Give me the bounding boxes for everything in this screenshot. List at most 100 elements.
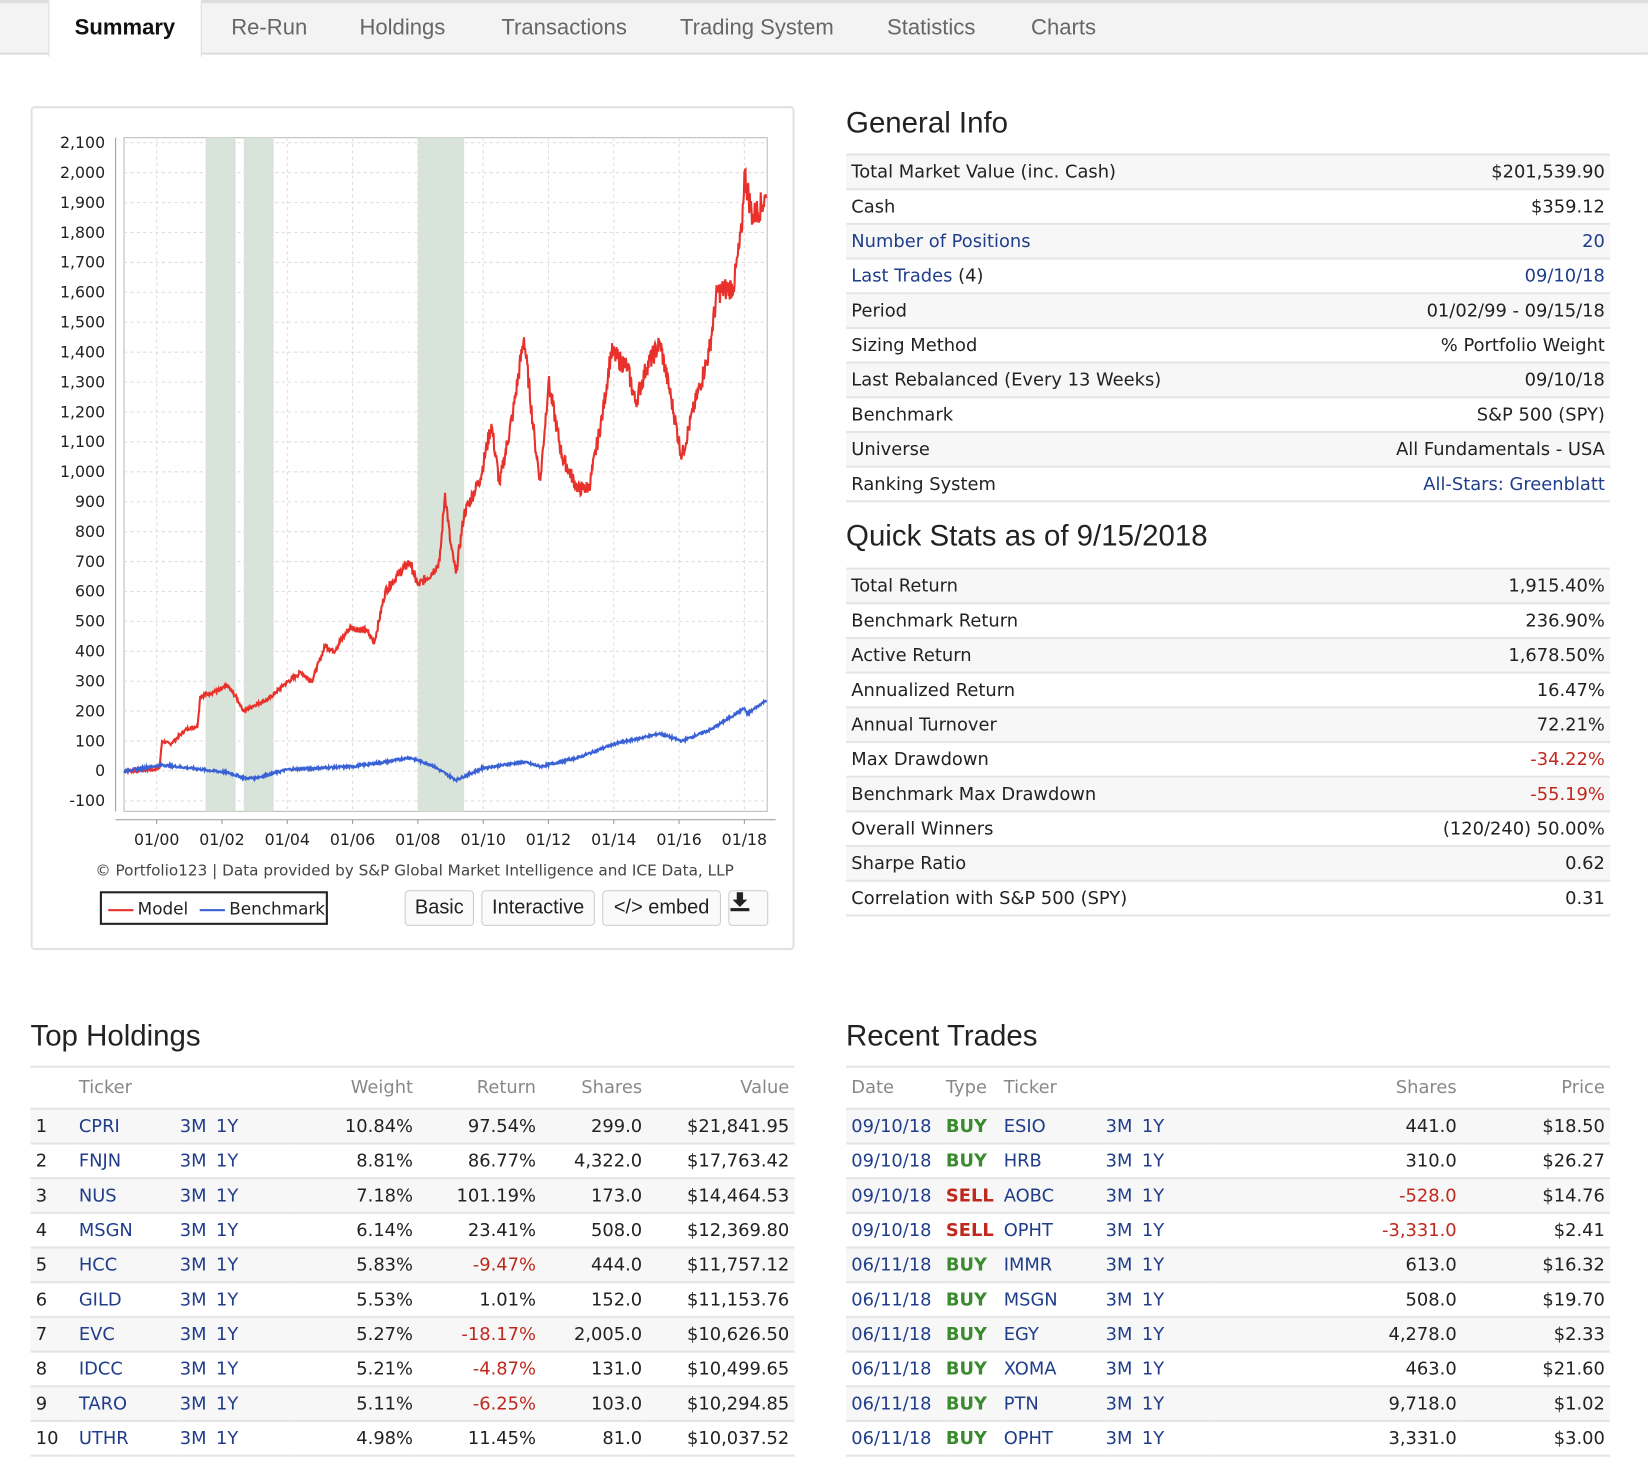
3m-link[interactable]: 3M [179,1427,207,1449]
3m-link[interactable]: 3M [1105,1254,1133,1276]
3m-link[interactable]: 3M [1105,1115,1133,1137]
row-value[interactable]: 09/10/18 [1524,265,1605,287]
holding-row: 2 FNJN 3M 1Y 8.81% 86.77% 4,322.0 $17,763.42 [30,1143,795,1180]
weight: 5.83% [295,1247,414,1284]
ticker-link[interactable]: HCC [78,1247,180,1284]
row-label: Active Return [851,644,972,666]
ticker-link[interactable]: MSGN [1003,1282,1106,1318]
basic-button[interactable]: Basic [404,890,475,926]
3m-link[interactable]: 3M [179,1115,207,1137]
row-value[interactable]: 20 [1582,230,1605,252]
return: -6.25% [413,1386,537,1423]
trade-date-link[interactable]: 06/11/18 [846,1386,946,1423]
3m-link[interactable]: 3M [179,1289,207,1311]
3m-link[interactable]: 3M [179,1393,207,1415]
ticker-link[interactable]: PTN [1003,1386,1106,1423]
1y-link[interactable]: 1Y [215,1427,239,1449]
download-button[interactable] [728,890,769,926]
row-label-wrap: Benchmark Return [851,610,1018,631]
tab-re-run[interactable]: Re-Run [231,15,308,40]
1y-link[interactable]: 1Y [1141,1150,1165,1172]
row-label[interactable]: Last Trades [851,265,953,287]
ticker-link[interactable]: NUS [78,1178,180,1214]
1y-link[interactable]: 1Y [1141,1115,1165,1137]
ticker-link[interactable]: TARO [78,1386,180,1423]
ticker-link[interactable]: GILD [78,1282,180,1318]
chart-links: 3M 1Y [1105,1282,1211,1318]
row-label[interactable]: Number of Positions [851,230,1031,252]
1y-link[interactable]: 1Y [215,1254,239,1276]
3m-link[interactable]: 3M [179,1219,207,1241]
info-row: Sizing Method % Portfolio Weight [846,329,1611,364]
ticker-link[interactable]: CPRI [78,1108,180,1145]
shares: 131.0 [536,1351,643,1388]
ticker-link[interactable]: MSGN [78,1212,180,1249]
1y-link[interactable]: 1Y [215,1219,239,1241]
1y-link[interactable]: 1Y [1141,1254,1165,1276]
tab-trading-system[interactable]: Trading System [679,15,834,40]
trade-date-link[interactable]: 09/10/18 [846,1108,946,1145]
ticker-link[interactable]: FNJN [78,1143,180,1180]
tab-summary[interactable]: Summary [48,0,202,57]
ticker-link[interactable]: OPHT [1003,1420,1106,1457]
1y-link[interactable]: 1Y [215,1289,239,1311]
ticker-link[interactable]: ESIO [1003,1108,1106,1145]
3m-link[interactable]: 3M [179,1150,207,1172]
1y-link[interactable]: 1Y [1141,1185,1165,1207]
1y-link[interactable]: 1Y [215,1115,239,1137]
ticker-link[interactable]: EGY [1003,1316,1106,1353]
trade-date-link[interactable]: 06/11/18 [846,1247,946,1284]
1y-link[interactable]: 1Y [215,1185,239,1207]
tab-charts[interactable]: Charts [1031,15,1097,40]
y-tick-label: 1,900 [60,193,105,212]
trade-date-link[interactable]: 06/11/18 [846,1316,946,1353]
3m-link[interactable]: 3M [179,1254,207,1276]
row-value[interactable]: All-Stars: Greenblatt [1423,473,1605,495]
trade-date-link[interactable]: 06/11/18 [846,1351,946,1388]
3m-link[interactable]: 3M [1105,1150,1133,1172]
trade-date-link[interactable]: 09/10/18 [846,1143,946,1180]
3m-link[interactable]: 3M [179,1323,207,1345]
1y-link[interactable]: 1Y [1141,1358,1165,1380]
3m-link[interactable]: 3M [1105,1185,1133,1207]
ticker-link[interactable]: IMMR [1003,1247,1106,1284]
ticker-link[interactable]: HRB [1003,1143,1106,1180]
1y-link[interactable]: 1Y [215,1358,239,1380]
embed-button[interactable]: </> embed [602,890,721,926]
1y-link[interactable]: 1Y [215,1150,239,1172]
trade-date-link[interactable]: 09/10/18 [846,1178,946,1214]
ticker-link[interactable]: OPHT [1003,1212,1106,1249]
1y-link[interactable]: 1Y [1141,1427,1165,1449]
1y-link[interactable]: 1Y [215,1323,239,1345]
1y-link[interactable]: 1Y [1141,1393,1165,1415]
y-tick-label: 1,600 [60,283,105,302]
1y-link[interactable]: 1Y [1141,1323,1165,1345]
tab-holdings[interactable]: Holdings [359,15,446,40]
3m-link[interactable]: 3M [1105,1219,1133,1241]
trade-date-link[interactable]: 09/10/18 [846,1212,946,1249]
ticker-link[interactable]: AOBC [1003,1178,1106,1214]
1y-link[interactable]: 1Y [1141,1289,1165,1311]
3m-link[interactable]: 3M [1105,1427,1133,1449]
row-value: 0.31 [1565,887,1605,909]
3m-link[interactable]: 3M [1105,1289,1133,1311]
ticker-link[interactable]: EVC [78,1316,180,1353]
y-tick-label: 200 [75,701,105,720]
trade-date-link[interactable]: 06/11/18 [846,1282,946,1318]
3m-link[interactable]: 3M [179,1358,207,1380]
3m-link[interactable]: 3M [179,1185,207,1207]
tab-statistics[interactable]: Statistics [887,15,976,40]
tab-transactions[interactable]: Transactions [501,15,627,40]
ticker-link[interactable]: IDCC [78,1351,180,1388]
row-value: % Portfolio Weight [1440,334,1605,356]
trade-date-link[interactable]: 06/11/18 [846,1420,946,1457]
3m-link[interactable]: 3M [1105,1358,1133,1380]
trade-type: BUY [945,1143,1004,1180]
3m-link[interactable]: 3M [1105,1323,1133,1345]
ticker-link[interactable]: XOMA [1003,1351,1106,1388]
1y-link[interactable]: 1Y [215,1393,239,1415]
3m-link[interactable]: 3M [1105,1393,1133,1415]
interactive-button[interactable]: Interactive [481,890,595,926]
1y-link[interactable]: 1Y [1141,1219,1165,1241]
ticker-link[interactable]: UTHR [78,1420,180,1457]
